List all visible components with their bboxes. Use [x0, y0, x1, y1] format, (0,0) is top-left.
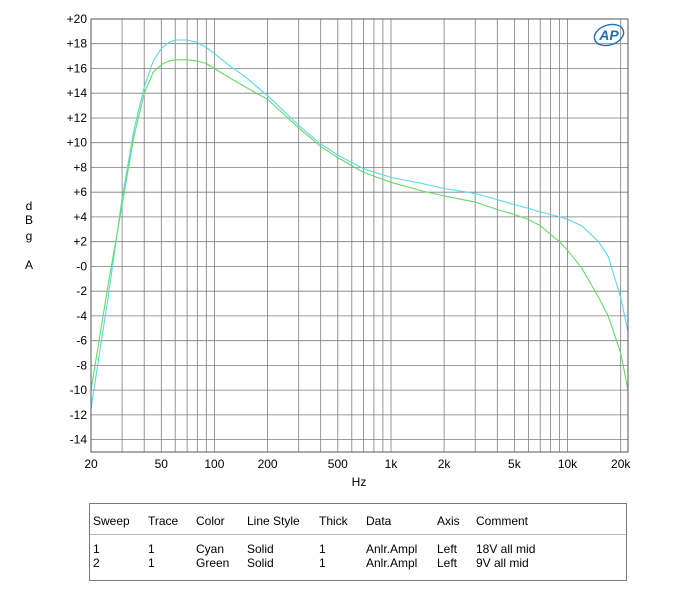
legend-header: Color: [196, 514, 225, 528]
legend-cell: 9V all mid: [476, 556, 529, 570]
x-tick-label: 200: [258, 457, 278, 471]
y-tick-label: -8: [76, 358, 87, 372]
x-tick-label: 50: [155, 457, 169, 471]
y-axis-title-char: d: [26, 199, 33, 213]
legend-cell: Left: [437, 556, 458, 570]
y-tick-label: -10: [70, 383, 88, 397]
y-axis-title-char: g: [26, 229, 33, 243]
x-tick-label: 500: [328, 457, 348, 471]
ap-logo: AP: [593, 23, 625, 47]
legend-cell: Green: [196, 556, 230, 570]
legend-table: Sweep Trace Color Line Style Thick Data Axis Co…: [89, 503, 627, 581]
series-lines: [90, 39, 629, 409]
legend-cell: Cyan: [196, 542, 225, 556]
legend-cell: Anlr.Ampl: [366, 542, 418, 556]
y-tick-label: +10: [67, 136, 88, 150]
legend-cell: 1: [148, 542, 155, 556]
legend-cell: 1: [93, 542, 100, 556]
y-tick-label: +4: [73, 210, 87, 224]
legend-header: Thick: [319, 514, 348, 528]
legend-cell: Solid: [247, 556, 274, 570]
plot-frame: [90, 18, 629, 453]
y-tick-label: +16: [67, 62, 88, 76]
x-axis-title: Hz: [352, 475, 367, 489]
y-axis-title-char: A: [25, 258, 33, 272]
y-tick-label: -14: [70, 433, 88, 447]
legend-cell: Left: [437, 542, 458, 556]
x-tick-label: 100: [204, 457, 224, 471]
y-tick-label: -4: [76, 309, 87, 323]
y-axis-title: dBg A: [25, 199, 33, 272]
legend-cell: 1: [148, 556, 155, 570]
series-line-2: [90, 59, 629, 391]
legend-cell: Solid: [247, 542, 274, 556]
y-tick-labels: +20 +18 +16 +14 +12 +10 +8 +6 +4 +2 -0 -2 -4 -6 -8 -10 -…: [67, 12, 88, 447]
x-tick-label: 20: [84, 457, 98, 471]
legend-divider: [90, 534, 626, 535]
legend-cell: Anlr.Ampl: [366, 556, 418, 570]
y-tick-label: -2: [76, 284, 87, 298]
y-tick-label: +8: [73, 161, 87, 175]
y-tick-label: +18: [67, 37, 88, 51]
grid: [91, 19, 628, 452]
legend-header: Line Style: [247, 514, 300, 528]
x-tick-label: 20k: [611, 457, 631, 471]
y-tick-label: +14: [67, 86, 88, 100]
y-tick-label: -0: [76, 259, 87, 273]
legend-cell: 1: [319, 556, 326, 570]
legend-cell: 2: [93, 556, 100, 570]
x-tick-label: 10k: [558, 457, 578, 471]
ap-logo-text: AP: [598, 27, 619, 43]
x-tick-label: 1k: [385, 457, 399, 471]
y-tick-label: -6: [76, 334, 87, 348]
x-tick-labels: 20 50 100 200 500 1k 2k 5k 10k 20k: [84, 457, 631, 471]
x-tick-label: 5k: [508, 457, 522, 471]
series-line-1: [90, 39, 629, 409]
legend-header: Sweep: [93, 514, 130, 528]
y-tick-label: -12: [70, 408, 88, 422]
y-tick-label: +20: [67, 12, 88, 26]
x-tick-label: 2k: [438, 457, 452, 471]
legend-header: Data: [366, 514, 392, 528]
y-tick-label: +6: [73, 185, 87, 199]
legend-header: Comment: [476, 514, 529, 528]
legend-header: Axis: [437, 514, 460, 528]
legend-cell: 1: [319, 542, 326, 556]
y-tick-label: +12: [67, 111, 88, 125]
y-axis-title-char: B: [25, 213, 33, 227]
legend-cell: 18V all mid: [476, 542, 536, 556]
legend-header: Trace: [148, 514, 179, 528]
y-tick-label: +2: [73, 235, 87, 249]
